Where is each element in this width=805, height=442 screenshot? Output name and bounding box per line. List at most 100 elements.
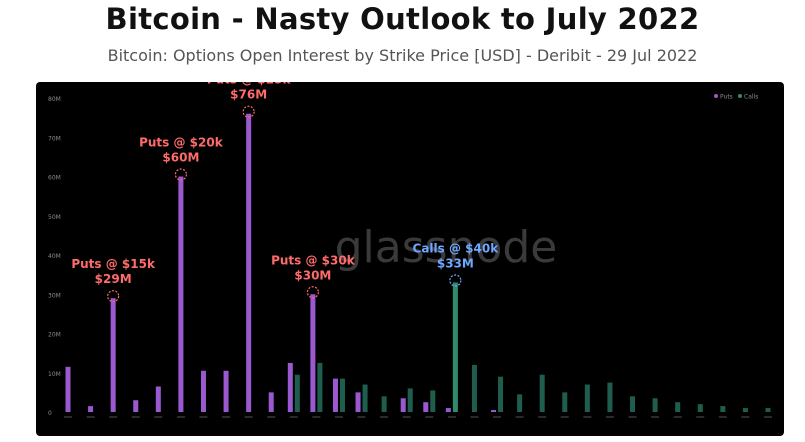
page-subtitle: Bitcoin: Options Open Interest by Strike… bbox=[107, 46, 698, 65]
bar-puts bbox=[65, 366, 71, 412]
y-tick-label: 50M bbox=[48, 214, 61, 221]
x-tick-label bbox=[673, 416, 682, 418]
x-tick-label bbox=[605, 416, 614, 418]
x-tick-label bbox=[357, 416, 366, 418]
x-tick-label bbox=[447, 416, 456, 418]
x-tick-label bbox=[402, 416, 411, 418]
annotation-value: $29M bbox=[95, 272, 132, 286]
x-tick-label bbox=[312, 416, 321, 418]
x-tick-label bbox=[109, 416, 118, 418]
bar-calls bbox=[697, 404, 703, 412]
bar-calls bbox=[675, 402, 681, 412]
y-tick-label: 20M bbox=[48, 332, 61, 339]
bar-puts bbox=[88, 406, 94, 412]
x-tick-label bbox=[380, 416, 389, 418]
bar-puts bbox=[110, 298, 116, 412]
annotation-value: $33M bbox=[437, 256, 474, 270]
y-tick-label: 40M bbox=[48, 253, 61, 260]
x-tick-label bbox=[538, 416, 547, 418]
bar-calls bbox=[765, 408, 771, 412]
bar-puts bbox=[133, 400, 139, 412]
x-tick-label bbox=[764, 416, 772, 418]
bar-puts bbox=[223, 370, 229, 412]
annotation-label: Puts @ $30k bbox=[271, 253, 356, 267]
bar-calls bbox=[407, 388, 413, 412]
bar-puts bbox=[178, 176, 184, 412]
bar-calls bbox=[652, 398, 658, 412]
bar-puts bbox=[445, 408, 451, 412]
annotation-label: Puts @ $15k bbox=[71, 257, 156, 271]
bar-puts bbox=[491, 410, 497, 412]
watermark-text: glassnode bbox=[335, 222, 558, 273]
legend-swatch-calls bbox=[738, 94, 742, 98]
bar-calls bbox=[539, 374, 545, 412]
x-tick-label bbox=[493, 416, 502, 418]
annotation-label: Puts @ $20k bbox=[139, 136, 224, 150]
x-tick-label bbox=[583, 416, 592, 418]
x-tick-label bbox=[718, 416, 727, 418]
x-tick-label bbox=[425, 416, 434, 418]
annotation-value: $76M bbox=[230, 88, 267, 102]
bar-puts bbox=[355, 392, 361, 412]
x-tick-label bbox=[131, 416, 140, 418]
annotation-marker bbox=[174, 168, 188, 181]
bar-puts bbox=[246, 113, 252, 412]
bar-puts bbox=[268, 392, 274, 412]
x-tick-label bbox=[86, 416, 95, 418]
x-tick-label bbox=[154, 416, 163, 418]
x-tick-label bbox=[470, 416, 479, 418]
x-tick-label bbox=[628, 416, 637, 418]
x-tick-label bbox=[244, 416, 253, 418]
bar-puts bbox=[200, 370, 206, 412]
bar-calls bbox=[471, 364, 477, 412]
x-tick-label bbox=[560, 416, 569, 418]
x-tick-label bbox=[267, 416, 276, 418]
bar-calls bbox=[498, 376, 504, 412]
y-tick-label: 80M bbox=[48, 96, 61, 103]
legend-label-calls: Calls bbox=[744, 94, 758, 101]
bar-puts bbox=[287, 362, 293, 412]
y-tick-label: 10M bbox=[48, 371, 61, 378]
x-tick-label bbox=[515, 416, 524, 418]
bar-calls bbox=[742, 408, 748, 412]
open-interest-chart: glassnode 0 10M 20M 30M 40M 50M 60M 70M 80M Puts Ca… bbox=[48, 82, 772, 418]
annotation-value: $30M bbox=[294, 268, 331, 282]
y-tick-label: 70M bbox=[48, 135, 61, 142]
bar-calls bbox=[362, 384, 368, 412]
bar-calls bbox=[607, 382, 613, 412]
bar-calls bbox=[562, 392, 568, 412]
bar-calls bbox=[517, 394, 523, 412]
chart-panel: glassnode 0 10M 20M 30M 40M 50M 60M 70M 80M Puts Ca… bbox=[36, 82, 784, 436]
x-tick-label bbox=[289, 416, 298, 418]
y-tick-label: 0 bbox=[48, 410, 52, 417]
annotation-label: Calls @ $40k bbox=[413, 241, 500, 255]
bar-calls bbox=[339, 378, 345, 412]
bar-puts bbox=[400, 398, 406, 412]
legend-label-puts: Puts bbox=[720, 94, 733, 101]
y-tick-label: 30M bbox=[48, 292, 61, 299]
bar-puts bbox=[332, 378, 338, 412]
annotation-marker bbox=[306, 286, 319, 299]
bar-calls bbox=[317, 362, 323, 412]
x-tick-label bbox=[176, 416, 185, 418]
bar-calls bbox=[294, 374, 300, 412]
annotation-value: $60M bbox=[162, 151, 199, 165]
legend-swatch-puts bbox=[714, 94, 718, 98]
page-title: Bitcoin - Nasty Outlook to July 2022 bbox=[105, 2, 700, 36]
x-tick-label bbox=[651, 416, 660, 418]
bar-puts bbox=[310, 294, 316, 412]
bar-calls bbox=[381, 396, 387, 412]
bar-calls bbox=[720, 406, 726, 412]
annotation-marker bbox=[449, 274, 462, 287]
x-tick-label bbox=[222, 416, 231, 418]
bar-calls bbox=[630, 396, 636, 412]
x-tick-label bbox=[696, 416, 705, 418]
x-tick-label bbox=[64, 416, 72, 418]
bar-calls bbox=[452, 282, 458, 412]
x-tick-label bbox=[334, 416, 343, 418]
bar-puts bbox=[423, 402, 429, 412]
x-tick-label bbox=[741, 416, 750, 418]
bar-calls bbox=[584, 384, 590, 412]
annotation-label: Puts @ $25k bbox=[207, 82, 292, 87]
